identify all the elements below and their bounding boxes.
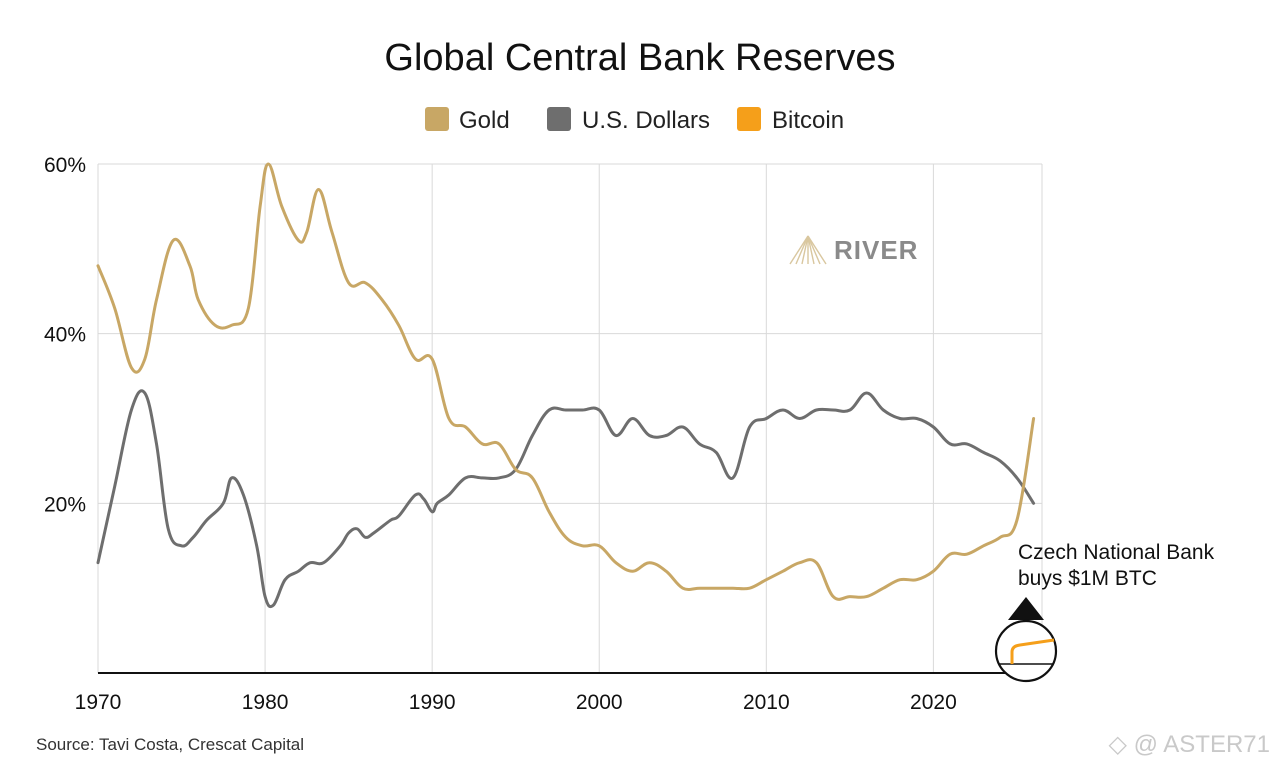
legend-item-gold: Gold	[425, 107, 510, 134]
legend-label-gold: Gold	[459, 107, 510, 134]
y-tick-label: 20%	[44, 493, 86, 516]
x-tick-label: 2000	[576, 691, 623, 714]
x-tick-label: 2010	[743, 691, 790, 714]
y-tick-label: 60%	[44, 154, 86, 177]
source-note: Source: Tavi Costa, Crescat Capital	[36, 735, 304, 754]
series-layer	[96, 162, 1036, 609]
watermark: ◇ @ ASTER71	[1108, 731, 1270, 758]
x-tick-label: 1990	[409, 691, 456, 714]
legend-swatch-bitcoin	[737, 107, 761, 131]
river-logo-icon	[789, 235, 827, 265]
legend-item-bitcoin: Bitcoin	[737, 107, 844, 134]
x-axis: 1970 1980 1990 2000 2010 2020	[75, 691, 957, 714]
annotation-line-2: buys $1M BTC	[1018, 567, 1157, 590]
legend-label-usd: U.S. Dollars	[582, 107, 710, 134]
series-line-gold	[96, 162, 1036, 601]
y-axis: 20% 40% 60%	[44, 154, 86, 516]
chart-title: Global Central Bank Reserves	[384, 37, 895, 79]
grid	[97, 163, 1043, 673]
legend-label-bitcoin: Bitcoin	[772, 107, 844, 134]
x-tick-label: 1980	[242, 691, 289, 714]
legend-swatch-usd	[547, 107, 571, 131]
river-logo-text: RIVER	[834, 235, 918, 265]
river-logo: RIVER	[789, 235, 918, 265]
legend-swatch-gold	[425, 107, 449, 131]
series-line-u-s-dollars	[96, 389, 1036, 609]
legend-item-usd: U.S. Dollars	[547, 107, 710, 134]
y-tick-label: 40%	[44, 324, 86, 347]
annotation-magnifier	[994, 619, 1058, 683]
x-tick-label: 1970	[75, 691, 122, 714]
x-tick-label: 2020	[910, 691, 957, 714]
annotation: Czech National Bank buys $1M BTC	[994, 541, 1215, 683]
legend: Gold U.S. Dollars Bitcoin	[425, 107, 844, 134]
magnifier-bitcoin-line	[1010, 638, 1055, 664]
annotation-line-1: Czech National Bank	[1018, 541, 1215, 564]
annotation-pointer	[1008, 597, 1044, 620]
